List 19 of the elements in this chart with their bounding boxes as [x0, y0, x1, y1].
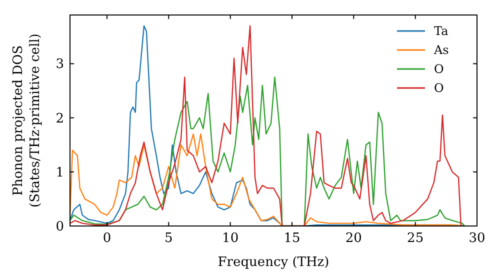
- y-tick-label: 0: [56, 220, 64, 234]
- x-tick-label: 15: [284, 231, 300, 246]
- x-tick-label: 20: [345, 231, 362, 246]
- legend-label: O: [434, 81, 444, 95]
- x-tick-label: 30: [468, 231, 486, 246]
- legend-label: O: [434, 62, 444, 76]
- line-series: [70, 133, 466, 226]
- y-tick-label: 1: [56, 165, 64, 180]
- x-tick-label: 25: [407, 231, 424, 246]
- x-tick-label: 0: [102, 231, 112, 246]
- x-tick-label: 10: [222, 231, 239, 246]
- x-tick-label: 5: [164, 231, 173, 246]
- y-tick-label: 3: [56, 57, 64, 72]
- legend-label: Ta: [434, 24, 448, 38]
- line-series: [70, 76, 466, 226]
- legend-label: As: [433, 43, 449, 57]
- y-tick-label: 2: [56, 111, 64, 126]
- x-axis-title: Frequency (THz): [218, 255, 330, 270]
- y-axis-title: Phonon projected DOS (States/THz·primitive cell): [11, 33, 43, 208]
